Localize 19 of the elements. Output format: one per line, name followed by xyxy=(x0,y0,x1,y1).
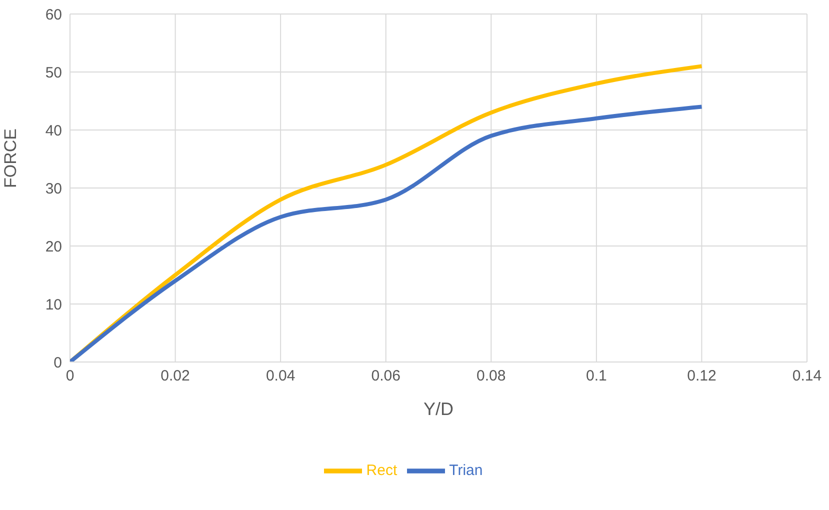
x-tick-label: 0.1 xyxy=(586,368,607,385)
x-tick-label: 0.12 xyxy=(687,368,716,385)
x-tick-label: 0.08 xyxy=(476,368,506,385)
legend-label: Rect xyxy=(366,462,398,479)
y-tick-label: 30 xyxy=(45,180,62,198)
x-tick-label: 0.04 xyxy=(266,368,296,385)
legend-label: Trian xyxy=(449,462,483,479)
y-axis-title: FORCE xyxy=(1,128,20,188)
y-tick-label: 10 xyxy=(45,296,62,314)
x-tick-label: 0 xyxy=(66,368,74,385)
x-tick-label: 0.14 xyxy=(792,368,822,385)
y-tick-label: 50 xyxy=(45,64,62,82)
y-tick-label: 20 xyxy=(45,238,62,256)
x-tick-label: 0.06 xyxy=(371,368,400,385)
y-tick-label: 60 xyxy=(45,6,62,24)
x-tick-label: 0.02 xyxy=(160,368,190,385)
y-tick-label: 40 xyxy=(45,122,62,140)
y-tick-label: 0 xyxy=(54,354,62,372)
x-axis-title: Y/D xyxy=(423,398,454,419)
